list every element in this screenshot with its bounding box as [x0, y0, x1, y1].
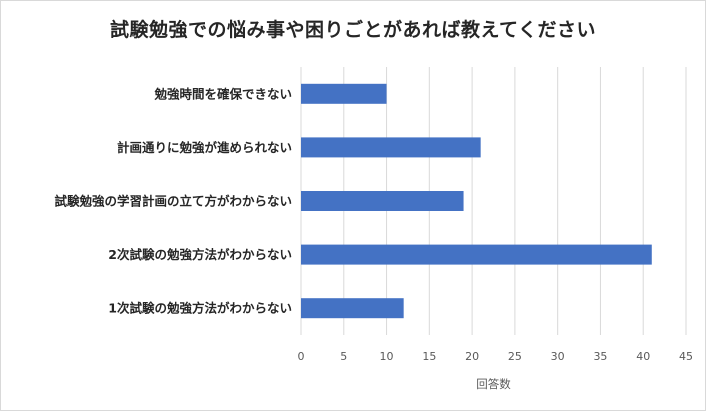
bar: [301, 137, 481, 158]
category-labels: 勉強時間を確保できない計画通りに勉強が進められない試験勉強の学習計画の立て方がわ…: [54, 86, 292, 315]
x-tick-label: 40: [636, 350, 650, 363]
category-label: 1次試験の勉強方法がわからない: [108, 301, 292, 316]
bar: [301, 298, 404, 319]
bar: [301, 244, 652, 265]
category-label: 勉強時間を確保できない: [153, 86, 292, 101]
x-tick-label: 20: [465, 350, 479, 363]
bar: [301, 191, 464, 211]
x-tick-labels: 0 5 10 15 20 25 30 35 40 45: [298, 350, 694, 363]
x-tick-label: 25: [508, 350, 522, 363]
x-tick-label: 35: [593, 350, 607, 363]
x-tick-label: 15: [422, 350, 436, 363]
x-tick-label: 0: [298, 350, 305, 363]
category-label: 試験勉強の学習計画の立て方がわからない: [54, 194, 292, 209]
x-tick-label: 5: [340, 350, 347, 363]
category-label: 2次試験の勉強方法がわからない: [108, 247, 292, 262]
x-axis-title: 回答数: [476, 377, 511, 391]
x-tick-label: 45: [679, 350, 693, 363]
x-tick-label: 10: [380, 350, 394, 363]
x-tick-label: 30: [551, 350, 565, 363]
bars: [301, 83, 652, 319]
bar: [301, 83, 387, 104]
category-label: 計画通りに勉強が進められない: [117, 140, 292, 155]
chart-title: 試験勉強での悩み事や困りごとがあれば教えてください: [110, 19, 596, 41]
